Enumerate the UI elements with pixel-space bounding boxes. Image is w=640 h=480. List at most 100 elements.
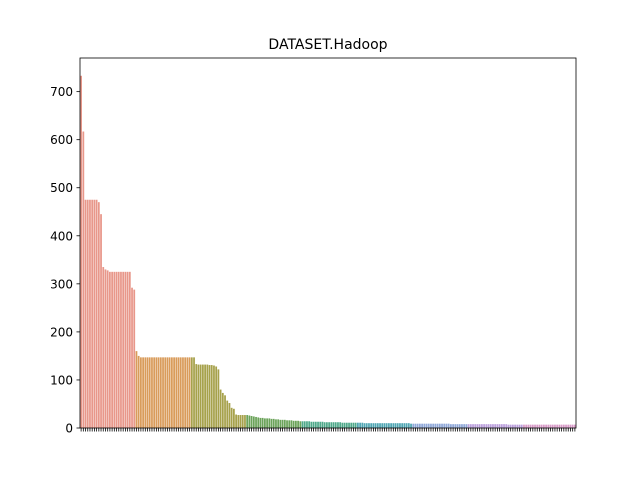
bar <box>348 422 350 428</box>
bar <box>288 420 291 428</box>
bar <box>527 424 530 428</box>
bar <box>390 423 392 428</box>
bar <box>554 424 556 428</box>
bar <box>525 424 528 428</box>
bar <box>193 357 195 428</box>
bar <box>379 423 381 428</box>
bar <box>438 423 441 428</box>
y-tick-label: 100 <box>50 373 73 387</box>
bar <box>456 424 459 428</box>
bar <box>226 400 229 428</box>
bar <box>405 423 408 428</box>
bar <box>135 351 138 428</box>
bar <box>84 199 87 428</box>
bar <box>319 421 322 428</box>
bar <box>394 423 397 428</box>
bar <box>496 424 499 428</box>
bar <box>312 421 315 428</box>
bar <box>179 357 182 428</box>
bar <box>334 422 337 428</box>
bar <box>86 199 89 428</box>
bar <box>509 424 512 428</box>
bar <box>93 199 96 428</box>
bar <box>571 424 574 428</box>
bar <box>146 357 149 428</box>
bar <box>266 418 268 428</box>
bar <box>381 423 384 428</box>
bar <box>549 424 552 428</box>
bar <box>166 357 169 428</box>
bar <box>454 424 457 428</box>
y-tick-label: 500 <box>50 181 73 195</box>
bar <box>352 422 355 428</box>
chart-title: DATASET.Hadoop <box>268 37 387 53</box>
bar <box>516 424 519 428</box>
bar <box>221 392 224 428</box>
bar <box>436 423 439 428</box>
bar <box>551 424 554 428</box>
bar <box>534 424 536 428</box>
bar <box>128 271 131 428</box>
bar <box>372 423 375 428</box>
bar <box>450 424 452 428</box>
y-tick-label: 300 <box>50 277 73 291</box>
bar <box>357 422 359 428</box>
bar <box>246 415 249 428</box>
bar <box>89 199 91 428</box>
bar <box>465 424 468 428</box>
bar <box>213 365 215 428</box>
bar <box>518 424 521 428</box>
bar <box>412 423 415 428</box>
bar <box>339 422 342 428</box>
bar <box>230 407 233 428</box>
bar <box>233 408 235 428</box>
bar <box>403 423 406 428</box>
bar <box>272 418 275 428</box>
bar <box>202 364 204 428</box>
bar <box>545 424 547 428</box>
bar <box>494 424 497 428</box>
bar <box>168 357 171 428</box>
bar <box>365 423 368 428</box>
bar <box>295 420 297 428</box>
bar <box>345 422 348 428</box>
bar <box>126 271 129 428</box>
bar <box>208 365 211 428</box>
bar <box>321 421 324 428</box>
bar <box>133 289 136 428</box>
bar <box>427 423 430 428</box>
bar <box>215 366 218 428</box>
bar <box>441 423 443 428</box>
y-tick-label: 0 <box>65 422 73 436</box>
bar <box>474 424 477 428</box>
bar <box>250 415 253 428</box>
bar <box>164 357 167 428</box>
y-tick-label: 400 <box>50 229 73 243</box>
bar <box>560 424 563 428</box>
bar <box>562 424 565 428</box>
bar <box>414 423 417 428</box>
bar <box>102 267 105 428</box>
y-tick-label: 600 <box>50 133 73 147</box>
bar <box>199 364 202 428</box>
bar <box>283 419 286 428</box>
bar <box>111 271 113 428</box>
bar <box>481 424 483 428</box>
bar <box>569 424 572 428</box>
bar <box>277 419 280 428</box>
bar <box>217 369 220 428</box>
bar <box>317 421 319 428</box>
bar <box>363 423 366 428</box>
bar <box>142 357 144 428</box>
bar <box>416 423 419 428</box>
bar <box>244 415 246 428</box>
bar <box>140 357 142 428</box>
bar <box>476 424 479 428</box>
bar <box>153 357 156 428</box>
bar <box>523 424 525 428</box>
bar <box>547 424 550 428</box>
bar <box>529 424 532 428</box>
bar <box>374 423 377 428</box>
bar <box>173 357 175 428</box>
bar <box>104 269 107 428</box>
